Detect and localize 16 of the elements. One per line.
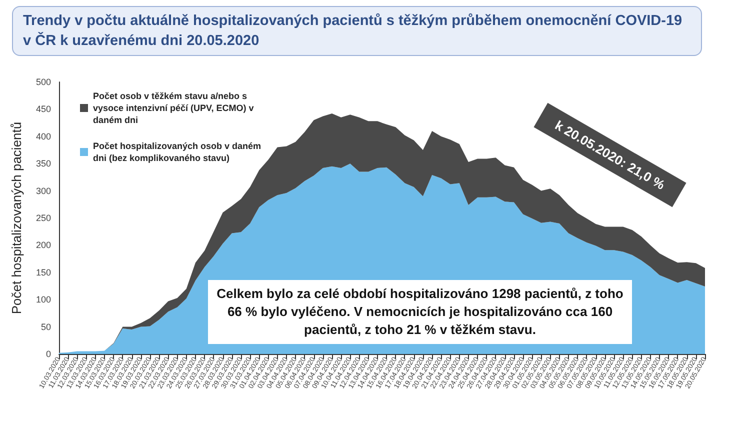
- y-tick-label: 100: [36, 294, 51, 305]
- y-tick-label: 200: [36, 240, 51, 250]
- y-tick-label: 150: [36, 267, 51, 278]
- y-tick-label: 350: [36, 158, 51, 169]
- y-tick-label: 400: [36, 131, 51, 142]
- y-axis-title: Počet hospitalizovaných pacientů: [9, 122, 24, 314]
- y-tick-label: 500: [36, 77, 51, 87]
- y-tick-label: 250: [36, 213, 51, 223]
- chart-title: Trendy v počtu aktuálně hospitalizovaných pacientů s těžkým průběhem onemocnění COVID-19 v ČR k uzavřenému dni 20.05.2020: [12, 6, 702, 56]
- y-tick-label: 0: [46, 349, 51, 359]
- y-tick-label: 50: [40, 322, 51, 332]
- y-tick-label: 450: [36, 104, 51, 114]
- annotation: Celkem bylo za celé období hospitalizováno 1298 pacientů, z toho 66 % bylo vyléčeno. V nemocnicích je hospitalizováno cca 160 pacientů, z toho 21 % v těžkém stavu.: [208, 280, 632, 344]
- legend-label: Počet hospitalizovaných osob v daném dni (bez komplikovaného stavu): [93, 141, 264, 163]
- y-tick-label: 300: [36, 186, 51, 196]
- legend-label: Počet osob v těžkém stavu a/nebo s vysoce intenzivní péčí (UPV, ECMO) v daném dni: [93, 91, 256, 125]
